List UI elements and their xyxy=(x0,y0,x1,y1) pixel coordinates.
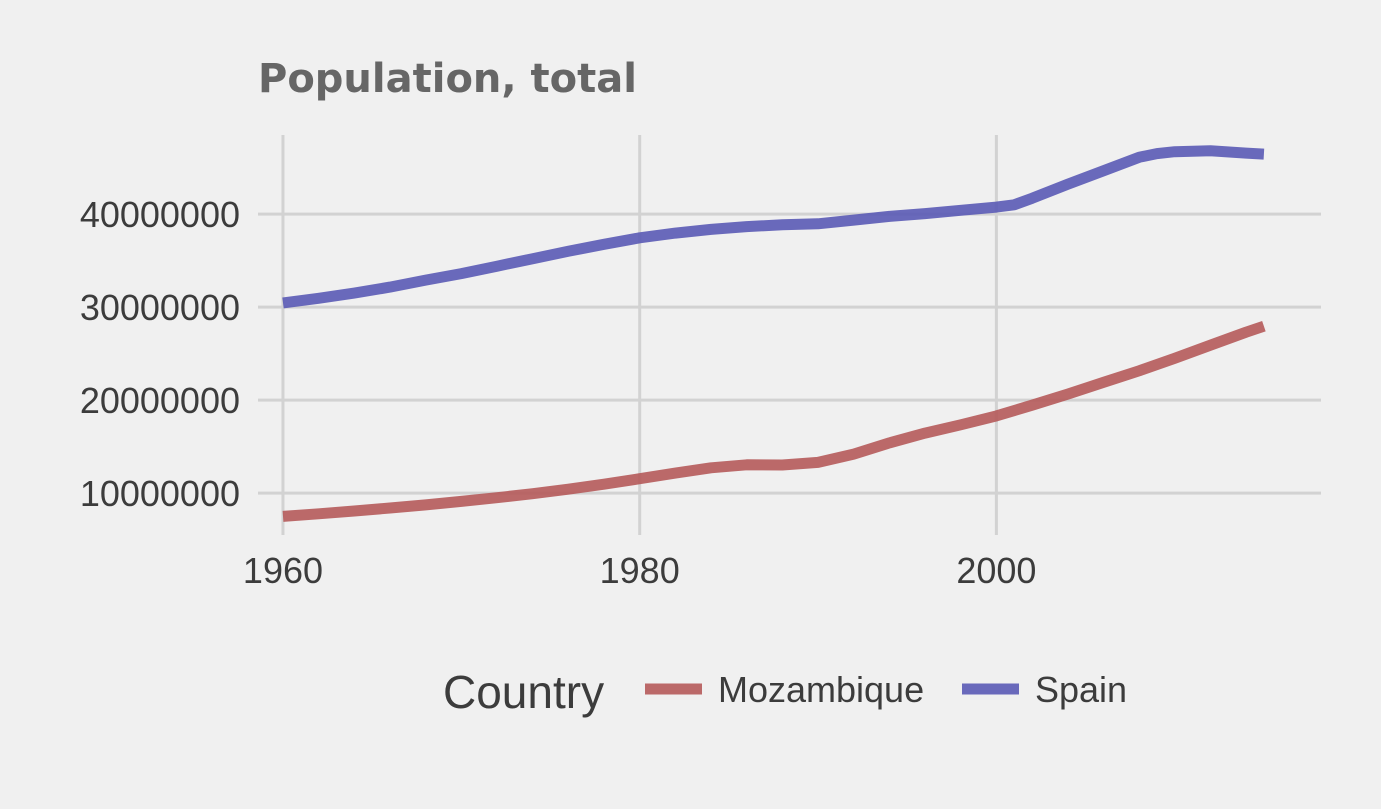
series-lines xyxy=(282,145,1266,522)
axis-ticks: 10000000 20000000 30000000 40000000 1960 1980… xyxy=(80,194,1037,591)
x-tick-label-0: 1960 xyxy=(243,550,323,591)
y-tick-label-2: 30000000 xyxy=(80,287,240,328)
y-tick-label-0: 10000000 xyxy=(80,473,240,514)
y-tick-label-3: 40000000 xyxy=(80,194,240,235)
x-tick-label-2: 2000 xyxy=(956,550,1036,591)
legend-title: Country xyxy=(443,666,604,718)
legend: Country Mozambique Spain xyxy=(443,666,1127,718)
grid xyxy=(258,135,1321,535)
x-tick-label-1: 1980 xyxy=(600,550,680,591)
legend-label-spain: Spain xyxy=(1035,669,1127,710)
y-tick-label-1: 20000000 xyxy=(80,380,240,421)
chart-title: Population, total xyxy=(258,56,637,102)
series-line-mozambique xyxy=(282,320,1266,522)
series-line-spain xyxy=(282,145,1265,309)
legend-label-mozambique: Mozambique xyxy=(718,669,924,710)
